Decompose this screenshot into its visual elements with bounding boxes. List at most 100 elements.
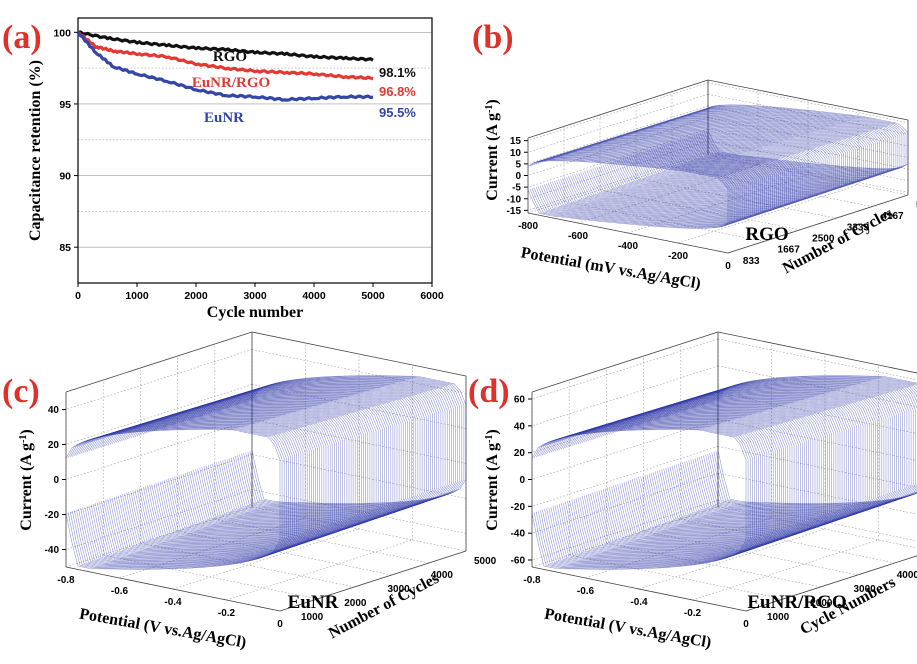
grid-line (527, 82, 709, 141)
cv-cycle-curve (132, 409, 348, 546)
series-label: RGO (213, 49, 247, 65)
grid-line (177, 530, 392, 576)
cv-cycle-curve (705, 379, 917, 509)
end-value-label: 98.1% (379, 65, 416, 80)
cv-cycle-curve (540, 426, 755, 567)
cv-cycle-curve (579, 415, 795, 553)
cv-cycle-curve (659, 119, 860, 185)
cv-cycle-curve (619, 403, 835, 539)
cv-cycle-curve (561, 420, 776, 560)
series-label: EuNR (204, 110, 244, 126)
x-tick-label: 3000 (243, 290, 267, 302)
cv-cycle-curve (138, 408, 354, 544)
cv-cycle-curve (535, 158, 737, 226)
cv-cycle-curve (228, 382, 444, 512)
cv-cycle-curve (695, 108, 897, 173)
cv-cycle-curve (149, 405, 364, 540)
cv-cycle-curve (663, 391, 878, 523)
x-tick-label: 4000 (302, 290, 326, 302)
cv-cycle-curve (653, 121, 854, 187)
cv-cycle-curve (224, 383, 440, 514)
cv-cycle-curve (86, 423, 302, 563)
z-axis-title: Current (A g-1) (484, 99, 502, 200)
cv-cycle-curve (115, 414, 331, 552)
cv-cycle-curve (105, 417, 320, 556)
cv-cycle-curve (527, 160, 729, 229)
plot-frame (77, 17, 433, 284)
panel-a: (a) 0 1000 2000 3000 4000 5000 6000 85 90 95 100 Cyc… (2, 17, 444, 321)
y-tick-label: 3000 (853, 584, 876, 595)
y-tick-label: 2000 (344, 598, 367, 609)
y-tick-label: 4167 (881, 211, 904, 222)
cv-cycle-curve (691, 109, 893, 175)
x-tick-label: 1000 (125, 290, 149, 302)
cv-cycle-curve (95, 420, 310, 560)
z-tick-label: 60 (514, 395, 526, 406)
cv-cycle-curve (166, 400, 381, 534)
z-tick-label: -10 (507, 194, 522, 205)
x-tick-label: -0.6 (577, 586, 595, 597)
cv-cycle-curve (663, 118, 864, 184)
cv-cycle-curve (191, 393, 406, 526)
series-line-rgo (77, 30, 374, 62)
cv-cycle-curve (614, 133, 816, 200)
cv-cycle-curve (82, 424, 297, 564)
cv-cycle-curve (699, 107, 901, 172)
cv-cycle-curve (573, 417, 789, 555)
cv-cycle-curve (687, 110, 889, 176)
z-tick-label: 0 (53, 475, 59, 486)
cv-cycle-curve (237, 379, 452, 509)
grid-line (65, 489, 253, 550)
cv-cycle-curve (671, 388, 887, 520)
cv-cycle-curve (80, 425, 295, 565)
axis-edge (717, 331, 917, 374)
cv-cycle-curve (655, 393, 870, 526)
cv-cycle-curve (577, 416, 793, 554)
cv-cycle-curve (576, 145, 777, 213)
z-axis-title-sup: -1 (484, 435, 495, 443)
cv-cycle-curve (617, 404, 832, 540)
grid-line (717, 472, 917, 515)
cv-cycle-curve (88, 422, 304, 562)
y-tick-label: 85 (59, 242, 71, 254)
cv-cycle-curve (72, 427, 287, 568)
y-tick-label: 2500 (812, 233, 835, 244)
cv-cycle-curve (537, 157, 739, 226)
cv-cycle-curve (688, 383, 903, 515)
cv-cycle-curve (618, 132, 820, 199)
cv-cycle-curve (568, 148, 769, 216)
x-tick-label: -0.4 (630, 597, 648, 608)
y-tick-label: 5000 (474, 556, 497, 567)
cv-cycle-curve (251, 375, 467, 504)
end-value-label: 96.8% (379, 84, 416, 99)
cv-cycle-curve (544, 425, 759, 566)
grid-line (638, 528, 826, 590)
z-tick-label: 15 (510, 136, 522, 147)
y-tick-label: 3000 (387, 584, 410, 595)
z-axis-title-main: Current (A g (18, 443, 35, 531)
cv-cycle-curve (554, 422, 770, 562)
cv-cycle-curve (575, 416, 791, 554)
cv-cycle-curve (130, 410, 346, 547)
x-axis-title: Cycle number (207, 304, 303, 321)
cv-cycle-curve (90, 422, 306, 561)
grid-line (527, 93, 709, 153)
cv-cycle-curve (222, 383, 437, 515)
cv-cycle-curve (578, 144, 779, 212)
grid-line (531, 446, 719, 507)
axis-edge (527, 79, 709, 139)
x-tick-label: 2000 (184, 290, 208, 302)
cv-cycle-curve (588, 412, 803, 550)
panel-letter: (d) (468, 373, 510, 410)
cv-cycle-curve (209, 387, 425, 519)
y-tick-label: 2000 (810, 598, 833, 609)
axis-edge (279, 550, 467, 612)
cv-cycle-curve (604, 408, 820, 544)
cv-cycle-curve (201, 389, 417, 522)
cv-cycle-curve (145, 406, 360, 542)
cv-cycle-curve (542, 426, 757, 566)
cv-cycle-curve (552, 423, 768, 563)
cv-cycle-curve (692, 382, 908, 513)
